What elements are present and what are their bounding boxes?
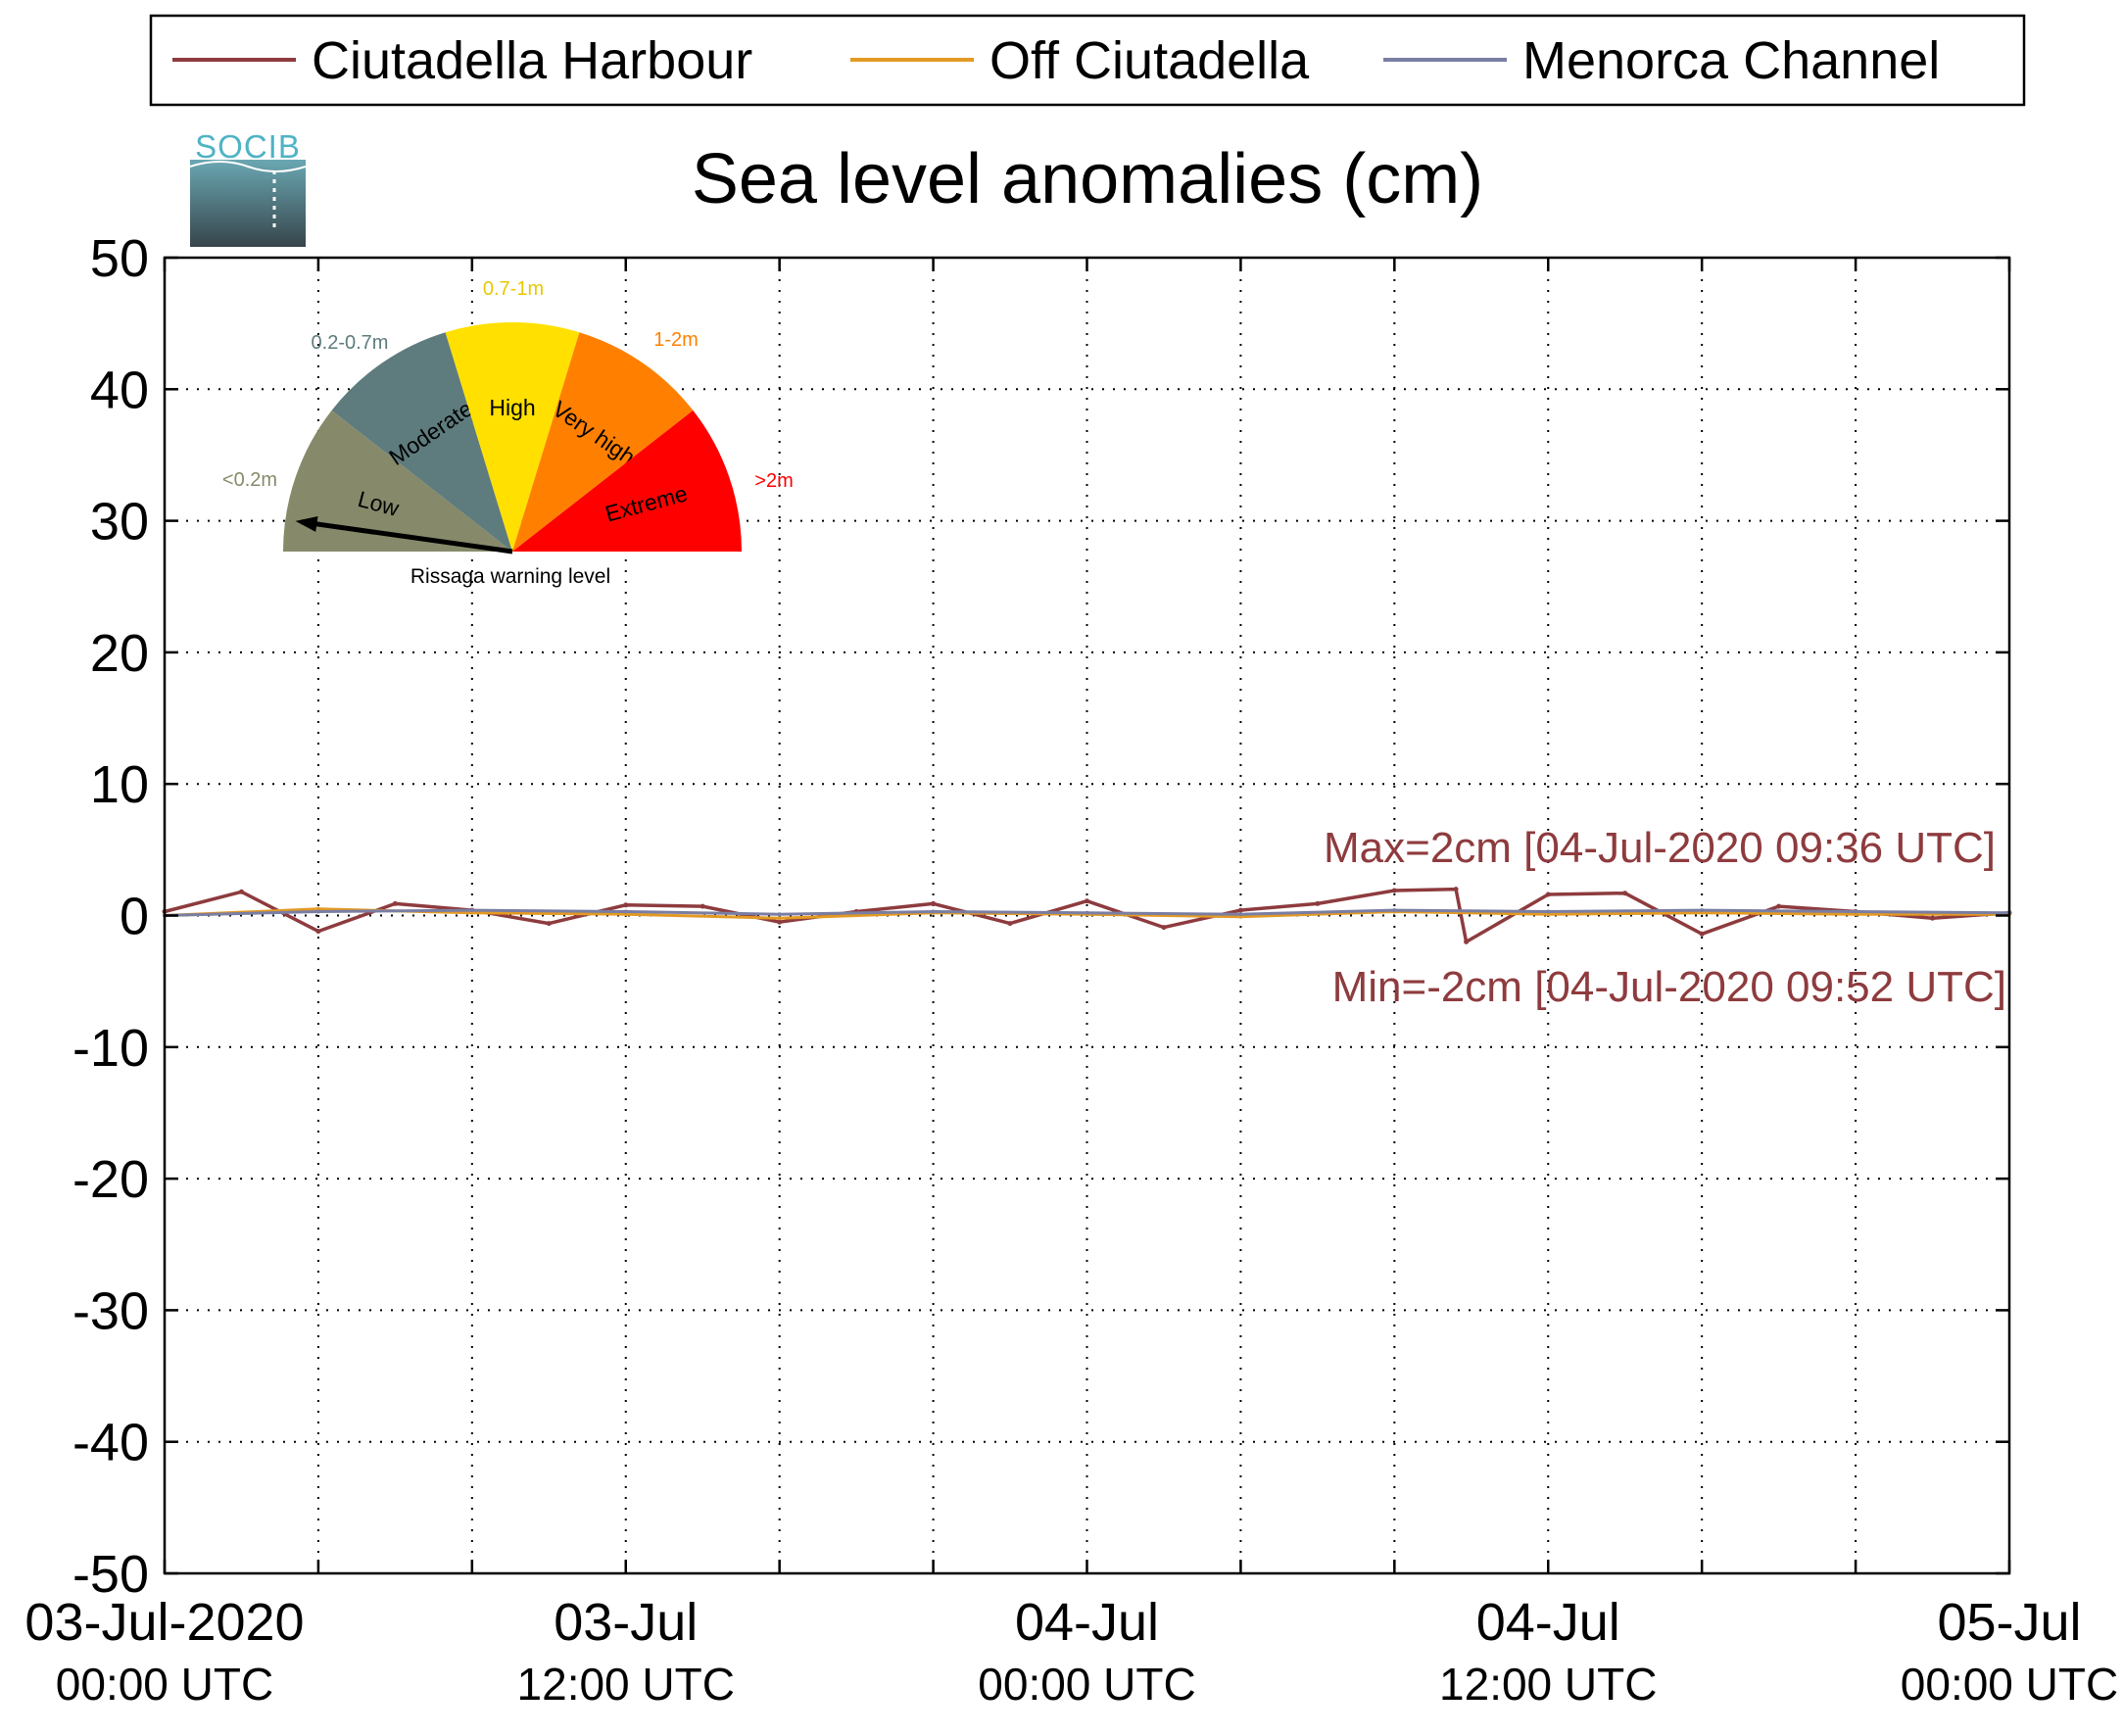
legend-label: Off Ciutadella bbox=[989, 31, 1310, 90]
y-tick-label: -10 bbox=[72, 1019, 149, 1078]
y-tick-label: -20 bbox=[72, 1150, 149, 1209]
series-layer bbox=[162, 887, 2012, 944]
data-point bbox=[931, 909, 936, 914]
x-tick-label: 04-Jul bbox=[1476, 1593, 1620, 1652]
data-point bbox=[1085, 910, 1089, 915]
data-point bbox=[623, 902, 629, 908]
data-point bbox=[1622, 891, 1628, 896]
data-point bbox=[1699, 931, 1705, 937]
gauge-sector bbox=[512, 332, 694, 552]
y-tick-label: 20 bbox=[90, 624, 149, 683]
legend-label: Ciutadella Harbour bbox=[312, 31, 752, 90]
gauge-pointer bbox=[301, 519, 513, 555]
y-tick-label: 10 bbox=[90, 755, 149, 814]
data-point bbox=[623, 909, 628, 914]
gauge-sector bbox=[445, 321, 580, 552]
data-point bbox=[239, 889, 244, 894]
y-tick-label: -40 bbox=[72, 1414, 149, 1472]
data-point bbox=[1453, 887, 1459, 892]
data-point bbox=[1546, 909, 1551, 914]
x-tick-label-time: 00:00 UTC bbox=[56, 1659, 273, 1710]
y-tick-label: 0 bbox=[120, 888, 149, 946]
x-tick-label: 05-Jul bbox=[1937, 1593, 2081, 1652]
data-point bbox=[1238, 912, 1243, 917]
data-point bbox=[1161, 925, 1167, 931]
legend-label: Menorca Channel bbox=[1522, 31, 1940, 90]
max-annotation: Max=2cm [04-Jul-2020 09:36 UTC] bbox=[1324, 824, 1996, 872]
gauge-sector bbox=[512, 410, 742, 552]
data-point bbox=[469, 908, 474, 913]
socib-logo: SOCIB bbox=[189, 128, 307, 247]
data-point bbox=[1464, 939, 1470, 944]
gauge-caption: Rissaga warning level bbox=[410, 565, 610, 588]
data-point bbox=[1700, 908, 1705, 913]
data-point bbox=[1315, 900, 1321, 906]
data-point bbox=[777, 919, 783, 925]
data-point bbox=[1545, 892, 1551, 897]
y-tick-label: 40 bbox=[90, 361, 149, 419]
chart-title: Sea level anomalies (cm) bbox=[692, 140, 1483, 218]
data-point bbox=[1085, 898, 1089, 904]
y-tick-label: -30 bbox=[72, 1281, 149, 1340]
gauge-range-label: >2m bbox=[754, 470, 793, 492]
data-point bbox=[777, 916, 782, 921]
gauge-sector bbox=[283, 410, 512, 552]
y-tick-label: 30 bbox=[90, 493, 149, 552]
y-tick-label: 50 bbox=[90, 229, 149, 288]
x-tick-label-time: 00:00 UTC bbox=[1901, 1659, 2118, 1710]
y-axis-labels: 50 40 30 20 10 0 -10 -20 -30 -40 -50 bbox=[72, 229, 149, 1604]
x-tick-label: 03-Jul-2020 bbox=[24, 1593, 304, 1652]
data-point bbox=[931, 900, 937, 906]
gauge-range-label: 1-2m bbox=[653, 329, 699, 351]
tick-marks bbox=[163, 256, 2011, 1575]
gauge-range-label: <0.2m bbox=[222, 469, 277, 491]
data-point bbox=[1391, 888, 1397, 893]
data-point bbox=[546, 921, 552, 927]
legend: Ciutadella Harbour Off Ciutadella Menorca … bbox=[149, 14, 2026, 107]
gauge-level-label: High bbox=[489, 395, 535, 420]
logo-block bbox=[190, 160, 306, 247]
y-tick-label: -50 bbox=[72, 1545, 149, 1604]
data-point bbox=[1007, 921, 1013, 927]
x-tick-label-time: 00:00 UTC bbox=[978, 1659, 1195, 1710]
gauge-pointer-head bbox=[295, 516, 318, 532]
x-tick-label-time: 12:00 UTC bbox=[517, 1659, 735, 1710]
data-point bbox=[1776, 903, 1782, 909]
data-point bbox=[315, 909, 320, 914]
data-point bbox=[1237, 907, 1243, 913]
data-point bbox=[1392, 908, 1397, 913]
logo-text: SOCIB bbox=[195, 128, 301, 165]
x-axis-labels: 03-Jul-2020 00:00 UTC 03-Jul 12:00 UTC 04-Ju… bbox=[24, 1593, 2118, 1710]
data-point bbox=[392, 900, 398, 906]
gauge-sector bbox=[331, 332, 512, 552]
min-annotation: Min=-2cm [04-Jul-2020 09:52 UTC] bbox=[1332, 963, 2006, 1011]
data-point bbox=[315, 929, 321, 935]
data-point bbox=[1930, 915, 1935, 921]
gauge-range-label: 0.2-0.7m bbox=[312, 332, 389, 354]
data-point bbox=[700, 903, 705, 909]
legend-box bbox=[149, 14, 2026, 107]
x-tick-label: 03-Jul bbox=[554, 1593, 698, 1652]
x-tick-label-time: 12:00 UTC bbox=[1439, 1659, 1657, 1710]
data-point bbox=[777, 912, 782, 917]
data-point bbox=[1854, 909, 1858, 914]
x-tick-label: 04-Jul bbox=[1015, 1593, 1159, 1652]
gauge-range-label: 0.7-1m bbox=[483, 278, 544, 300]
